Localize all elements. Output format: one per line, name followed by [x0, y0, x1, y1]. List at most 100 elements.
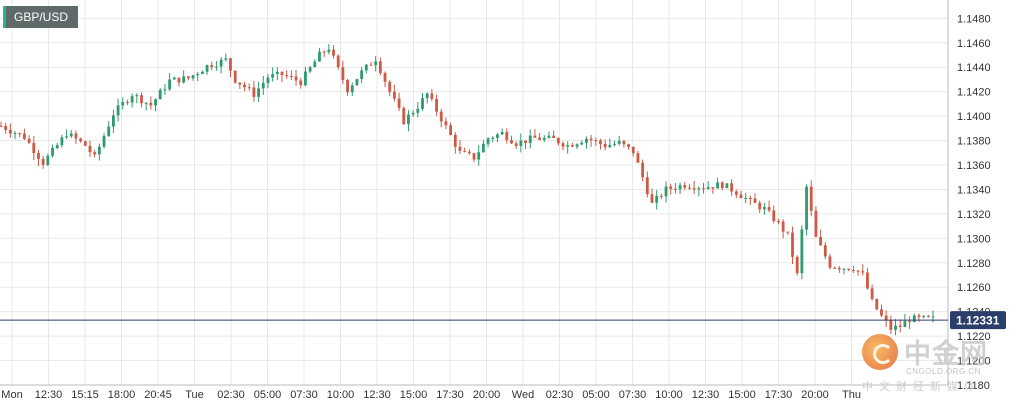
x-tick-label: 10:00: [327, 389, 355, 401]
candle: [697, 186, 701, 197]
candle: [870, 284, 874, 301]
candle-body: [833, 267, 837, 269]
x-tick-label: 20:45: [144, 389, 172, 401]
axes: 1.1480 1.1460 1.1440 1.1420 1.1400 1.1380 1.13…: [0, 0, 991, 401]
candle-body: [247, 87, 251, 89]
candle: [533, 129, 537, 138]
candle-body: [500, 132, 504, 135]
candle-body: [505, 132, 509, 141]
candle: [599, 138, 602, 150]
candle-body: [542, 137, 546, 140]
candle-body: [912, 315, 916, 322]
candle: [730, 179, 734, 196]
candle-body: [140, 95, 143, 104]
candle-body: [570, 145, 574, 147]
candle-body: [18, 133, 22, 135]
candle-body: [93, 152, 97, 155]
candle-body: [556, 138, 560, 144]
candle: [60, 134, 64, 148]
candle: [655, 189, 659, 210]
candle-body: [851, 270, 855, 272]
candle-body: [589, 138, 593, 141]
candle-body: [767, 207, 771, 211]
candle: [210, 61, 214, 71]
candle-body: [744, 197, 748, 199]
x-tick-label: 10:00: [655, 389, 683, 401]
y-tick-label: 1.1360: [957, 160, 991, 172]
candle: [837, 265, 841, 273]
candle: [55, 142, 59, 150]
candle-body: [748, 197, 752, 199]
x-tick-label: 05:00: [582, 389, 610, 401]
candle: [421, 92, 424, 111]
candle: [931, 310, 935, 323]
candle-body: [706, 187, 710, 189]
watermark-title: 中金网: [904, 339, 988, 370]
candle: [739, 191, 743, 199]
candle: [407, 110, 410, 132]
candle-body: [261, 83, 265, 89]
candle: [781, 219, 785, 239]
candle: [0, 121, 3, 127]
candle: [496, 132, 499, 143]
candle-body: [243, 84, 246, 88]
y-tick-label: 1.1260: [957, 282, 991, 294]
candle-body: [0, 125, 3, 127]
candle: [266, 73, 270, 89]
candle-body: [411, 112, 415, 115]
candle: [627, 143, 630, 150]
candle-body: [388, 81, 392, 92]
candle-body: [336, 55, 340, 68]
candle: [350, 82, 354, 97]
candle-body: [819, 236, 823, 246]
candle-body: [566, 145, 570, 147]
candle: [425, 92, 429, 104]
candle-body: [786, 231, 790, 233]
candle: [823, 241, 827, 260]
candle-body: [383, 73, 387, 82]
candle-body: [430, 93, 434, 99]
candle-body: [800, 229, 804, 274]
candle-body: [107, 126, 111, 137]
candle: [524, 140, 527, 150]
candle: [411, 110, 415, 117]
candle: [472, 152, 476, 163]
candle: [809, 180, 813, 217]
candle-body: [659, 195, 663, 197]
candle: [388, 80, 392, 97]
candle-body: [636, 153, 640, 163]
x-tick-label: Thu: [842, 389, 861, 401]
candle: [851, 265, 855, 274]
candle-body: [233, 70, 237, 83]
candle: [163, 84, 167, 96]
x-tick-label: Wed: [512, 389, 534, 401]
candle-body: [692, 188, 696, 190]
candle-body: [805, 186, 808, 230]
candle-body: [224, 58, 228, 60]
candle: [711, 187, 715, 194]
candle-body: [407, 114, 410, 125]
grid: [0, 0, 948, 386]
candle-body: [674, 188, 677, 190]
x-tick-label: 17:30: [436, 389, 464, 401]
candle: [603, 139, 607, 151]
candle: [645, 171, 649, 198]
candle-body: [472, 153, 476, 160]
candle: [383, 71, 387, 88]
candle-body: [172, 77, 176, 80]
candle-body: [27, 138, 31, 143]
candle: [884, 310, 888, 327]
candle-body: [734, 191, 738, 195]
candle: [243, 81, 246, 92]
candle-body: [594, 140, 598, 142]
candle: [767, 200, 771, 213]
candle: [716, 177, 719, 189]
candle: [191, 74, 195, 81]
candle: [842, 268, 846, 275]
candle: [374, 56, 378, 72]
candle: [369, 61, 373, 66]
candle: [847, 268, 851, 272]
candle: [613, 140, 616, 147]
watermark-subtitle: 中文财经新媒体: [862, 380, 981, 393]
candle-body: [889, 320, 893, 330]
